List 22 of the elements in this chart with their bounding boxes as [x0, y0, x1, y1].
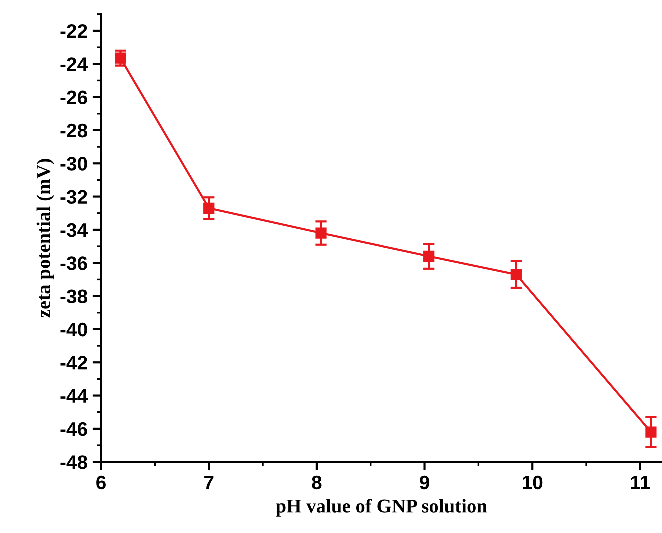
y-tick-label: -26 — [60, 90, 88, 105]
y-tick-label: -28 — [60, 124, 88, 138]
x-tick-label: 7 — [204, 476, 214, 490]
x-tick-label: 9 — [420, 476, 430, 490]
y-tick-label: -38 — [60, 290, 88, 304]
y-tick-label: -36 — [60, 256, 88, 270]
y-tick-label: -44 — [60, 389, 88, 403]
y-tick-label: -32 — [60, 190, 88, 204]
y-tick-label: -40 — [60, 322, 88, 337]
x-axis-title: pH value of GNP solution — [276, 498, 488, 517]
x-tick-label: 10 — [523, 476, 543, 490]
y-tick-label: -48 — [60, 456, 88, 470]
y-tick-label: -46 — [60, 422, 88, 436]
y-tick-label: -30 — [60, 157, 88, 171]
y-tick-label: -42 — [60, 356, 88, 370]
y-axis-title: zeta potential (mV) — [36, 159, 54, 318]
x-tick-label: 11 — [631, 476, 650, 490]
y-tick-label: -24 — [60, 58, 88, 72]
x-tick-label: 6 — [96, 476, 106, 490]
y-tick-label: -34 — [60, 223, 88, 238]
y-tick-label: -22 — [60, 24, 88, 38]
x-tick-label: 8 — [312, 476, 322, 490]
